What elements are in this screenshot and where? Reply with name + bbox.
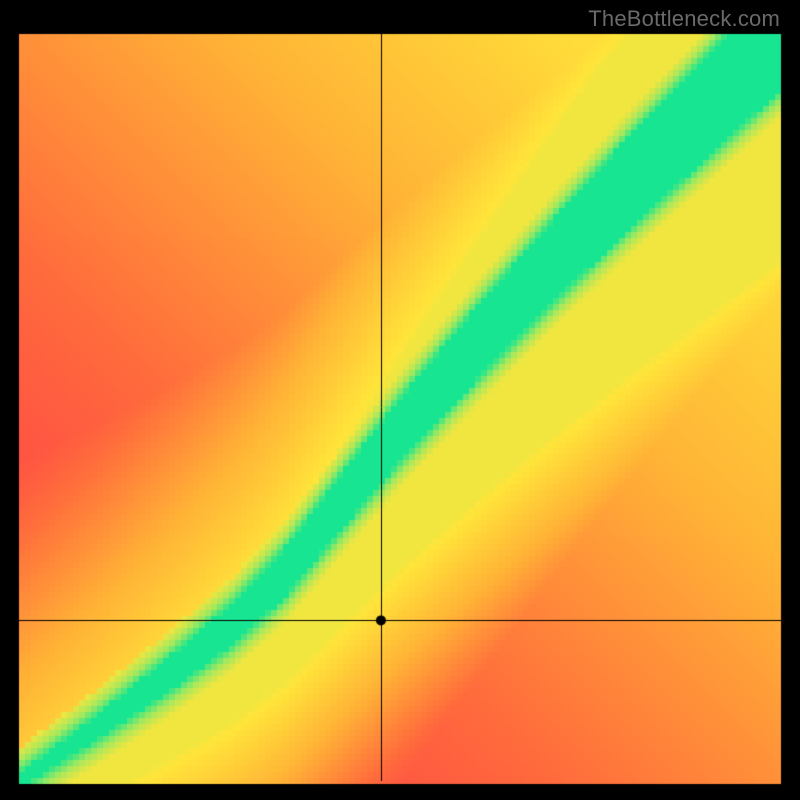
chart-container: TheBottleneck.com bbox=[0, 0, 800, 800]
bottleneck-heatmap bbox=[0, 0, 800, 800]
watermark-text: TheBottleneck.com bbox=[588, 6, 780, 32]
